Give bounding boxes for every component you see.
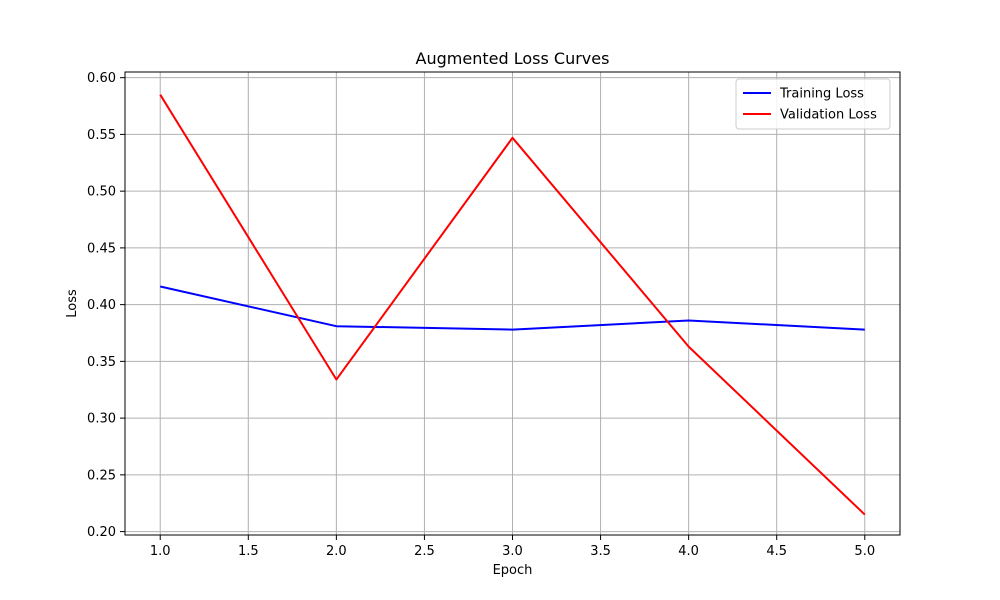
y-tick-label: 0.60 xyxy=(87,71,116,86)
series-layer xyxy=(159,94,866,516)
y-tick-label: 0.35 xyxy=(87,355,116,370)
legend-box xyxy=(735,78,891,130)
chart-title: Augmented Loss Curves xyxy=(416,49,610,68)
x-tick-label: 1.0 xyxy=(150,544,171,559)
legend: Training Loss Validation Loss xyxy=(735,78,891,130)
y-tick-label: 0.50 xyxy=(87,185,116,200)
y-tick-label: 0.55 xyxy=(87,128,116,143)
legend-label: Validation Loss xyxy=(780,108,877,123)
x-tick-label: 4.0 xyxy=(678,544,699,559)
y-axis-label: Loss xyxy=(65,289,80,318)
y-tick-label: 0.20 xyxy=(87,525,116,540)
grid-layer xyxy=(125,72,900,535)
training-loss-line xyxy=(160,285,865,331)
x-tick-label: 4.5 xyxy=(766,544,787,559)
x-tick-label: 5.0 xyxy=(854,544,875,559)
x-tick-label: 1.5 xyxy=(238,544,259,559)
x-tick-label: 2.5 xyxy=(414,544,435,559)
y-tick-label: 0.25 xyxy=(87,468,116,483)
y-tick-label: 0.45 xyxy=(87,241,116,256)
tick-layer: 1.0 1.5 2.0 2.5 3.0 3.5 4.0 4.5 5.0 0.20 0.25 0.30 0… xyxy=(87,71,875,559)
legend-label: Training Loss xyxy=(779,87,864,102)
x-tick-label: 3.5 xyxy=(590,544,611,559)
y-tick-label: 0.40 xyxy=(87,298,116,313)
validation-loss-line xyxy=(159,94,866,516)
y-tick-label: 0.30 xyxy=(87,412,116,427)
x-tick-label: 2.0 xyxy=(326,544,347,559)
x-tick-label: 3.0 xyxy=(502,544,523,559)
x-axis-label: Epoch xyxy=(493,563,533,578)
